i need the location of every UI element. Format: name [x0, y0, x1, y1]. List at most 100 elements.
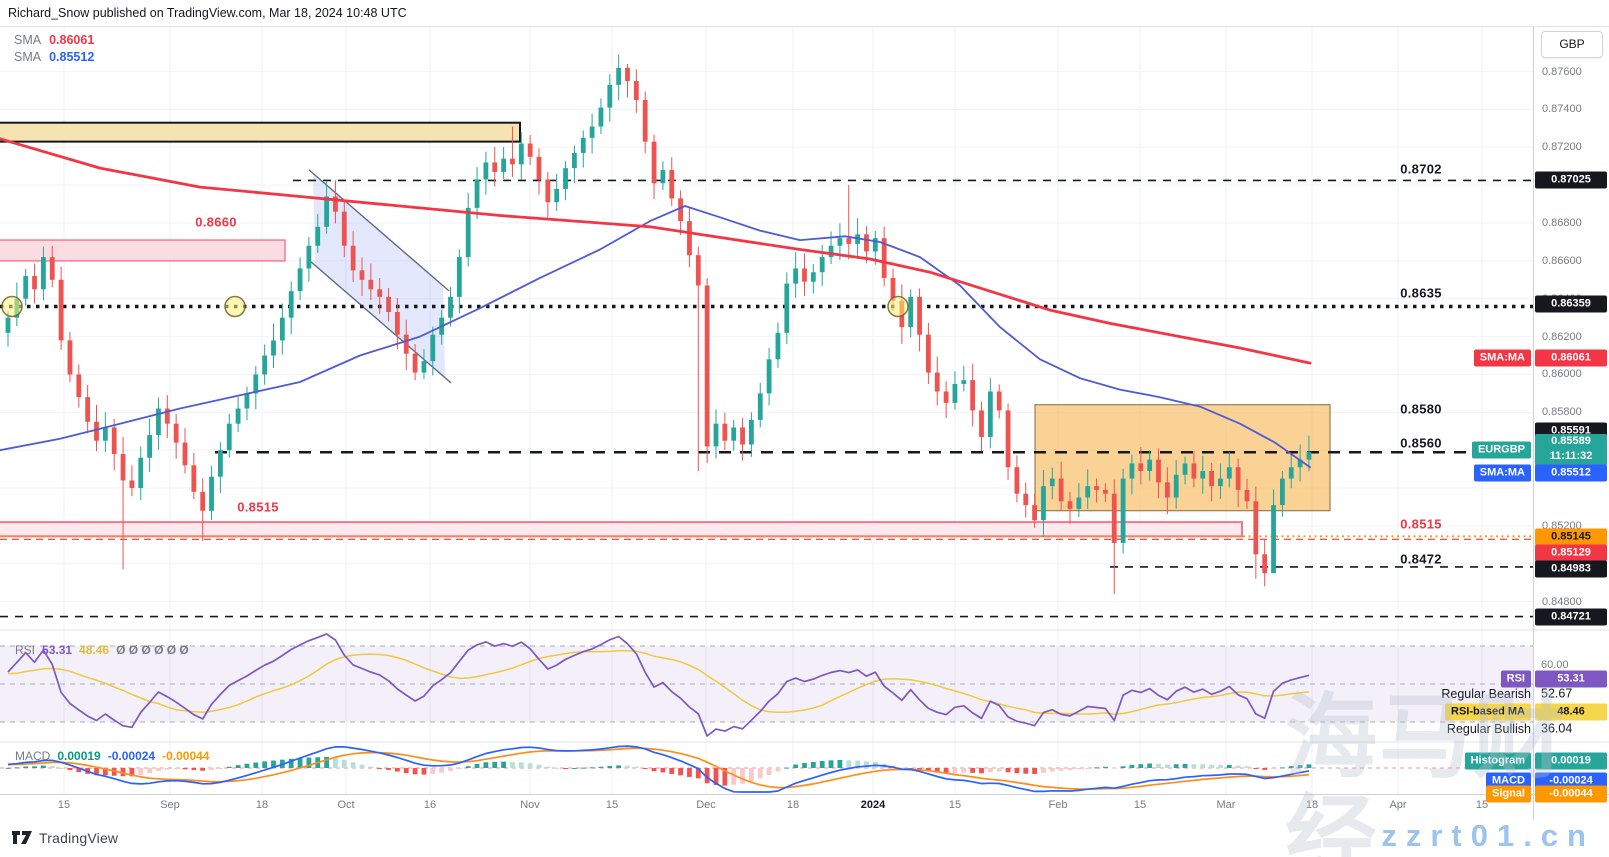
time-axis-label[interactable]: Mar [1216, 799, 1236, 811]
candle-body [315, 226, 321, 246]
macd-histogram-bar [1111, 767, 1117, 769]
time-axis-label[interactable]: 18 [1305, 799, 1319, 811]
circle-marker[interactable] [1, 295, 23, 318]
ticker-chip-SMA:MA: SMA:MA [1473, 349, 1531, 367]
candle-body [306, 245, 312, 269]
indicator-axis-value--0.00044: -0.00044 [1535, 785, 1607, 803]
macd-histogram-bar [368, 766, 374, 768]
price-axis-label[interactable]: 0.84800 [1542, 595, 1582, 608]
time-axis-label[interactable]: 15 [57, 799, 71, 811]
macd-histogram-bar [846, 760, 852, 768]
price-lines-layer [0, 179, 1533, 618]
time-axis-label[interactable]: Dec [696, 799, 716, 811]
circle-marker[interactable] [224, 295, 246, 318]
price-axis-label[interactable]: 0.85800 [1542, 406, 1582, 419]
indicator-chip-Signal: Signal [1485, 785, 1531, 803]
rsi-ma-line [7, 649, 1310, 715]
candle-body [209, 476, 214, 511]
price-axis-label[interactable]: 0.87400 [1542, 103, 1582, 116]
candle-body [987, 391, 993, 437]
published-line: Richard_Snow published on TradingView.co… [8, 6, 407, 20]
descending-channel-upper-line[interactable] [308, 169, 450, 292]
candle-body [386, 296, 391, 312]
axis-badge-0.85145: 0.85145 [1535, 528, 1607, 546]
indicator-chip-Histogram: Histogram [1464, 752, 1531, 770]
supply-band[interactable] [0, 121, 521, 143]
time-axis-border[interactable] [0, 794, 1609, 795]
price-axis-label[interactable]: 0.86800 [1542, 217, 1582, 230]
price-axis-label[interactable]: 0.86600 [1542, 254, 1582, 267]
macd-histogram-bar [306, 757, 312, 768]
price-axis-border[interactable] [1533, 26, 1534, 820]
price-level-text-0.8635: 0.8635 [1400, 285, 1442, 301]
candle-body [1049, 478, 1055, 487]
time-axis-label[interactable]: 15 [1133, 799, 1147, 811]
candle-body [76, 374, 82, 398]
price-axis-label[interactable]: 0.86200 [1542, 330, 1582, 343]
candle-body [872, 238, 878, 252]
macd-histogram-bar [695, 768, 701, 779]
time-axis-label[interactable]: Apr [1389, 799, 1407, 811]
candle-body [819, 257, 825, 273]
time-axis-label[interactable]: 16 [423, 799, 437, 811]
price-axis-label[interactable]: 0.86000 [1542, 368, 1582, 381]
candle-body [85, 397, 91, 422]
candle-body [1253, 501, 1259, 555]
macd-histogram-bar [1041, 768, 1046, 773]
candle-body [412, 353, 418, 373]
rsi-header[interactable]: RSI 53.31 48.46 Ø Ø Ø Ø Ø Ø [15, 643, 196, 657]
candle-body [704, 285, 710, 447]
macd-histogram-bar [395, 768, 400, 772]
sma-fast-value: 0.86061 [49, 33, 95, 47]
indicator-axis-value-52.67: 52.67 [1541, 686, 1573, 701]
candle-body [1120, 478, 1126, 543]
macd-histogram-bar [253, 762, 259, 768]
indicator-axis-value-0.00019: 0.00019 [1535, 752, 1607, 770]
candle-body [563, 168, 568, 189]
sma-fast-legend-row[interactable]: SMA 0.86061 [14, 32, 94, 49]
time-axis-label[interactable]: 18 [786, 799, 800, 811]
time-axis-label[interactable]: 15 [605, 799, 619, 811]
resistance-zone[interactable] [0, 239, 286, 262]
indicator-axis-value: 60.00 [1541, 659, 1569, 671]
time-axis-label[interactable]: Feb [1048, 799, 1068, 811]
axis-badge-0.84983: 0.84983 [1535, 560, 1607, 578]
macd-histogram-bar [580, 767, 586, 769]
time-axis-label[interactable]: Sep [160, 799, 180, 811]
time-axis-label[interactable]: 15 [1475, 799, 1489, 811]
macd-header-part-0: MACD [15, 749, 51, 763]
moving-averages-layer [0, 137, 1312, 469]
price-axis-label[interactable]: 0.87600 [1542, 65, 1582, 78]
time-axis-label[interactable]: 18 [255, 799, 269, 811]
circle-marker[interactable] [887, 295, 909, 318]
candle-body [483, 162, 489, 180]
rsi-header-part-1: 53.31 [42, 643, 73, 657]
candle-body [580, 137, 586, 153]
candle-body [784, 283, 790, 333]
time-axis-label[interactable]: 2024 [860, 799, 886, 811]
candle-body [1297, 459, 1303, 468]
time-axis-label[interactable]: Nov [520, 799, 540, 811]
indicator-axis-value-53.31: 53.31 [1535, 670, 1607, 688]
support-band[interactable] [0, 521, 1243, 538]
price-axis-label[interactable]: 0.87200 [1542, 141, 1582, 154]
axis-badge-0.85589: 0.85589 11:11:32 [1535, 434, 1607, 466]
macd-header[interactable]: MACD 0.00019 -0.00024 -0.00044 [15, 749, 216, 763]
candle-body [244, 393, 250, 409]
candle-body [766, 359, 772, 394]
macd-histogram-bar [1129, 764, 1135, 768]
macd-line [7, 745, 1310, 793]
candle-body [341, 211, 347, 246]
macd-panel-layer [0, 741, 1609, 793]
sma-slow-legend-row[interactable]: SMA 0.85512 [14, 49, 94, 66]
time-axis-label[interactable]: 15 [948, 799, 962, 811]
time-axis-label[interactable]: Oct [337, 799, 355, 811]
macd-histogram-bar [333, 757, 338, 768]
candle-body [333, 196, 338, 212]
tradingview-brand[interactable]: TradingView [12, 829, 118, 847]
descending-channel-lower-line[interactable] [310, 261, 452, 384]
currency-toggle-button[interactable]: GBP [1541, 31, 1603, 58]
candle-body [1058, 478, 1064, 502]
macd-histogram-bar [1103, 766, 1108, 768]
